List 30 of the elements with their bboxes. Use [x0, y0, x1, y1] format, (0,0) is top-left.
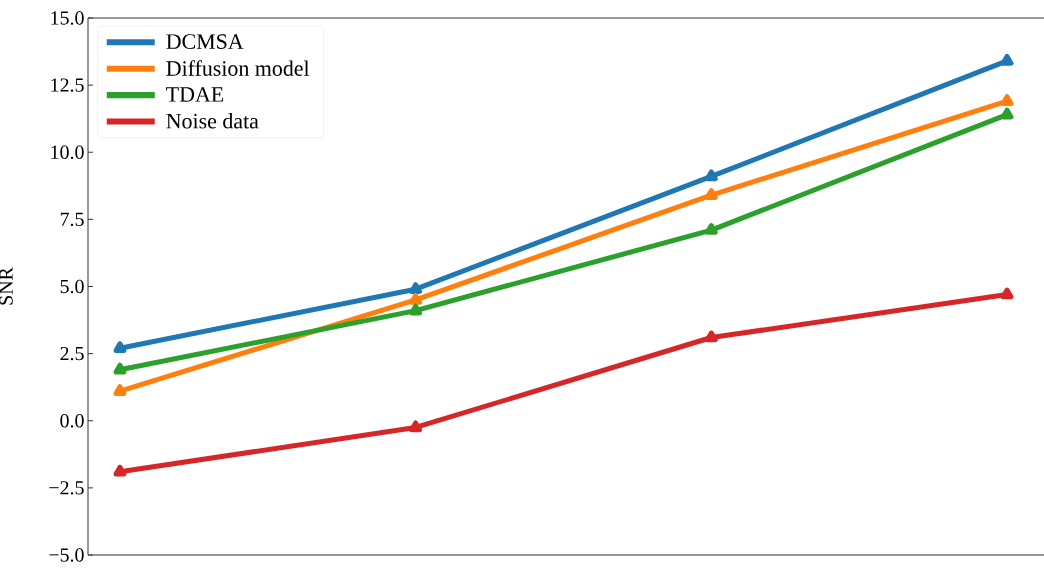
point — [704, 169, 718, 182]
point — [409, 292, 423, 305]
y-tick-label: −2.5 — [49, 481, 84, 495]
y-tick-label: 5.0 — [60, 279, 84, 294]
point — [1000, 53, 1014, 66]
y-tick-label: 2.5 — [60, 346, 84, 361]
point — [1000, 94, 1014, 106]
point — [409, 420, 423, 433]
point — [113, 341, 127, 353]
point — [704, 223, 718, 235]
legend-label: TDAE — [166, 87, 224, 102]
legend-label: DCMSA — [166, 34, 244, 49]
legend-label: Diffusion model — [166, 60, 310, 76]
point — [113, 362, 127, 375]
point — [704, 330, 718, 343]
point — [1000, 287, 1014, 300]
legend-label: Noise data — [166, 113, 259, 129]
point — [113, 384, 127, 396]
y-tick-label: 12.5 — [51, 78, 84, 92]
y-tick-label: 0.0 — [60, 413, 84, 428]
y-tick-label: −5.0 — [49, 548, 84, 562]
y-tick-label: 10.0 — [51, 145, 84, 160]
point — [409, 282, 423, 294]
point — [704, 188, 718, 200]
point — [1000, 107, 1014, 120]
y-tick-label: 15.0 — [51, 11, 84, 25]
y-axis-title: SNR — [0, 267, 13, 305]
point — [409, 303, 423, 316]
y-tick-label: 7.5 — [60, 212, 84, 227]
point — [113, 464, 127, 477]
